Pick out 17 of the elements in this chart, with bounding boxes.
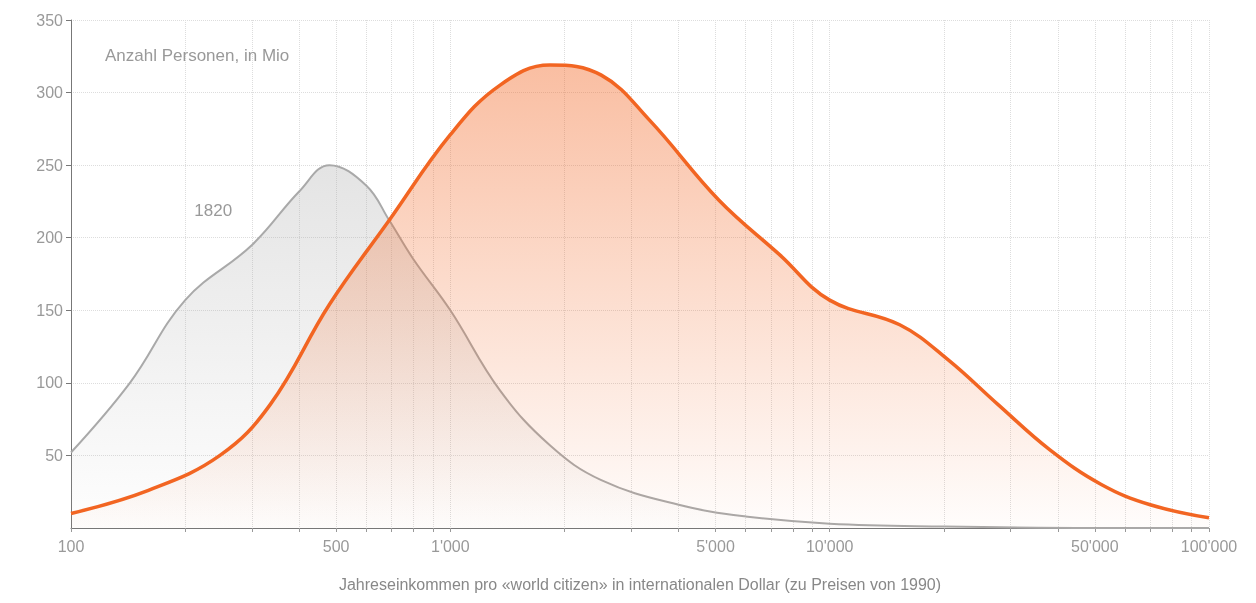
y-tick-label: 300 bbox=[36, 84, 64, 102]
x-tick-label: 50'000 bbox=[1071, 537, 1119, 555]
y-tick-label: 250 bbox=[36, 156, 64, 174]
y-tick-label: 350 bbox=[36, 11, 64, 29]
x-tick-label: 1'000 bbox=[431, 537, 470, 555]
x-tick-label: 500 bbox=[322, 537, 350, 555]
y-tick-label: 50 bbox=[45, 446, 64, 464]
x-tick-label: 100'000 bbox=[1180, 537, 1238, 555]
x-axis-title: Jahreseinkommen pro «world citizen» in internationalen Dollar (zu Preisen von 1990) bbox=[338, 575, 942, 593]
series-label: 1820 bbox=[194, 201, 233, 221]
y-tick-label: 150 bbox=[36, 301, 64, 319]
y-axis-title: Anzahl Personen, in Mio bbox=[105, 46, 290, 65]
y-tick-label: 200 bbox=[36, 229, 64, 247]
x-tick-label: 100 bbox=[57, 537, 85, 555]
x-tick-label: 5'000 bbox=[696, 537, 735, 555]
x-tick-label: 10'000 bbox=[805, 537, 854, 555]
y-tick-label: 100 bbox=[36, 374, 64, 392]
